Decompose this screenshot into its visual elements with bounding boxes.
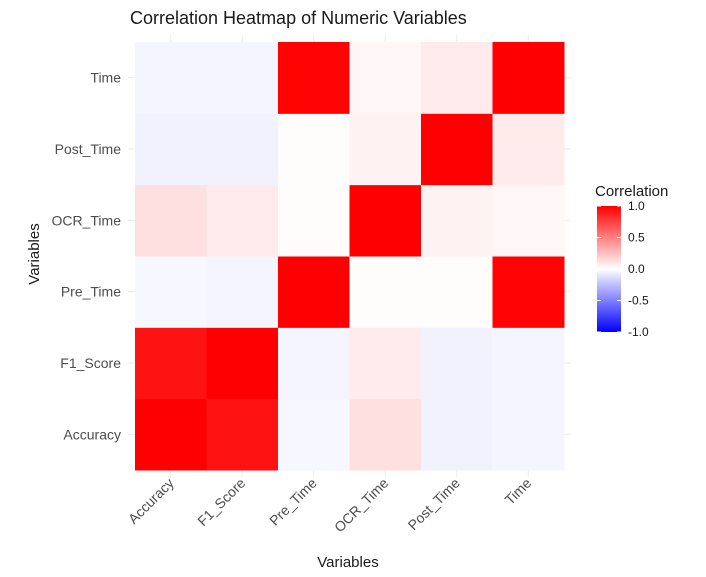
heatmap-cell — [492, 398, 565, 471]
x-tick-label: Pre_Time — [266, 475, 320, 529]
heatmap-cell — [206, 256, 279, 328]
x-tick-label: Accuracy — [125, 475, 177, 527]
heatmap-cell — [135, 184, 207, 257]
heatmap-cell — [206, 184, 279, 257]
heatmap-cell — [135, 42, 207, 114]
y-tick-label: Time — [90, 70, 121, 86]
heatmap-cell — [421, 42, 493, 114]
x-tick-label: Time — [501, 475, 534, 508]
heatmap-cell — [278, 42, 350, 114]
heatmap-cell — [349, 327, 422, 400]
x-axis-ticks: Accuracy F1_Score Pre_Time OCR_Time Post_Tim… — [125, 475, 535, 536]
legend-tick-label: 0.5 — [628, 231, 645, 245]
x-tick-label: Post_Time — [405, 475, 463, 533]
heatmap-cells — [135, 42, 565, 471]
y-tick-label: Accuracy — [63, 426, 121, 442]
heatmap-cell — [278, 398, 350, 471]
heatmap-cell — [135, 113, 207, 186]
chart-title: Correlation Heatmap of Numeric Variables — [130, 8, 467, 28]
heatmap-cell — [206, 398, 279, 471]
heatmap-cell — [492, 113, 565, 186]
heatmap-cell — [492, 256, 565, 328]
x-axis-title: Variables — [317, 554, 378, 571]
legend-title: Correlation — [595, 183, 668, 200]
y-axis-ticks: Accuracy F1_Score Pre_Time OCR_Time Post_Tim… — [52, 70, 122, 443]
y-tick-label: Post_Time — [55, 141, 122, 157]
legend-tick-label: 1.0 — [628, 199, 645, 213]
heatmap-cell — [206, 113, 279, 186]
heatmap-cell — [349, 42, 422, 114]
heatmap-cell — [135, 256, 207, 328]
y-tick-label: Pre_Time — [61, 284, 121, 300]
y-tick-label: OCR_Time — [52, 212, 122, 228]
legend-tick-label: -0.5 — [628, 294, 649, 308]
heatmap-cell — [421, 327, 493, 400]
legend-tick-label: -1.0 — [628, 325, 649, 339]
heatmap-cell — [206, 42, 279, 114]
heatmap-cell — [492, 42, 565, 114]
y-axis-title: Variables — [26, 223, 43, 284]
heatmap-cell — [278, 113, 350, 186]
heatmap-cell — [206, 327, 279, 400]
heatmap-cell — [421, 184, 493, 257]
legend-tick-label: 0.0 — [628, 262, 645, 276]
y-tick-label: F1_Score — [60, 355, 121, 371]
heatmap-cell — [349, 256, 422, 328]
heatmap-cell — [349, 113, 422, 186]
heatmap-cell — [349, 184, 422, 257]
color-legend: Correlation 1.0 0.5 0.0 -0.5 -1.0 — [595, 183, 668, 339]
heatmap-cell — [421, 256, 493, 328]
heatmap-cell — [492, 184, 565, 257]
x-tick-label: OCR_Time — [331, 475, 392, 536]
heatmap-cell — [421, 398, 493, 471]
heatmap-cell — [278, 327, 350, 400]
heatmap-cell — [278, 256, 350, 328]
heatmap-cell — [421, 113, 493, 186]
heatmap-cell — [492, 327, 565, 400]
x-tick-label: F1_Score — [194, 475, 248, 529]
heatmap-cell — [135, 398, 207, 471]
heatmap-cell — [278, 184, 350, 257]
heatmap-cell — [349, 398, 422, 471]
heatmap-cell — [135, 327, 207, 400]
